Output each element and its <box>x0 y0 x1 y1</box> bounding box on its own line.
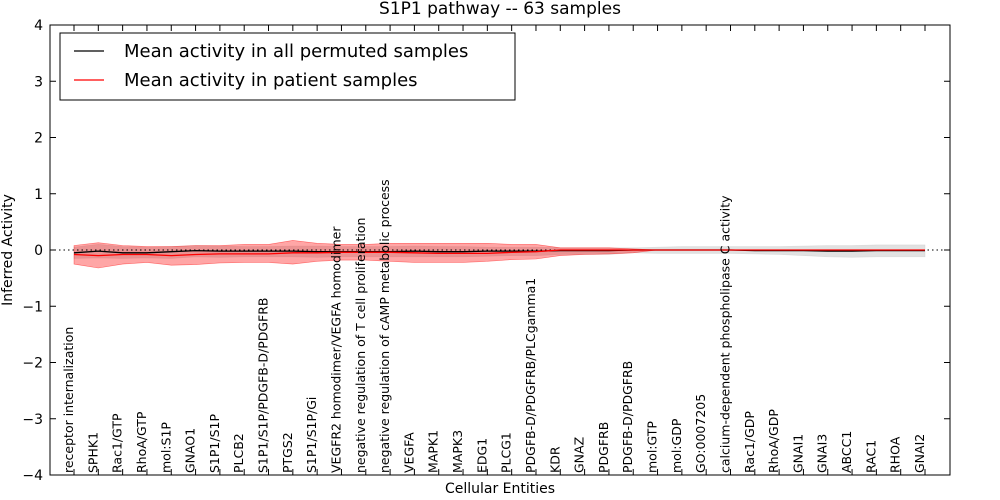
x-tick-label: KDR <box>547 446 562 473</box>
x-tick-label: mol:GDP <box>669 418 684 473</box>
x-tick-label: PLCG1 <box>499 432 514 473</box>
x-axis-label: Cellular Entities <box>445 481 555 497</box>
y-tick-label: 0 <box>34 243 43 259</box>
x-tick-label: PDGFB-D/PDGFRB <box>620 361 635 473</box>
x-tick-label: EDG1 <box>474 438 489 473</box>
x-tick-label: ABCC1 <box>839 431 854 473</box>
y-tick-label: −3 <box>22 412 43 428</box>
x-tick-label: S1P1/S1P/Gi <box>304 397 319 473</box>
x-tick-label: receptor internalization <box>61 327 76 473</box>
x-tick-label: SPHK1 <box>85 432 100 473</box>
y-tick-label: 3 <box>34 74 43 90</box>
plot-frame <box>49 24 951 476</box>
x-tick-label: PLCB2 <box>231 433 246 473</box>
x-tick-label: RhoA/GDP <box>766 409 781 473</box>
y-tick-label: 1 <box>34 187 43 203</box>
x-tick-label: PTGS2 <box>280 432 295 473</box>
x-tick-label: VEGFA <box>401 432 416 473</box>
x-tick-label: VEGFR2 homodimer/VEGFA homodimer <box>329 226 344 473</box>
plot-area: −4 −3 −2 −1 0 1 2 3 4 receptor internalization SPH… <box>22 18 950 484</box>
chart-title: S1P1 pathway -- 63 samples <box>379 0 621 19</box>
x-tick-label: PDGFB-D/PDGFRB/PLCgamma1 <box>523 278 538 473</box>
legend: Mean activity in all permuted samples Me… <box>59 32 516 101</box>
x-tick-label: mol:S1P <box>158 422 173 473</box>
legend-box <box>59 32 516 101</box>
x-tick-label: GNAI3 <box>815 434 830 473</box>
y-tick-label: −2 <box>22 356 43 372</box>
x-tick-label: GNAI2 <box>912 434 927 473</box>
x-tick-label: GNAO1 <box>183 428 198 473</box>
x-tick-label: mol:GTP <box>645 421 660 473</box>
x-tick-label: RAC1 <box>863 440 878 473</box>
x-tick-label: GO:0007205 <box>693 394 708 473</box>
y-tick-label: −1 <box>22 299 43 315</box>
legend-label-patient: Mean activity in patient samples <box>124 70 418 91</box>
y-tick-label: 4 <box>34 18 43 34</box>
x-tick-label: calcium-dependent phospholipase C activi… <box>718 195 733 473</box>
x-tick-label: MAPK1 <box>426 430 441 473</box>
line-series-1 <box>73 249 925 257</box>
x-tick-label: S1P1/S1P <box>207 414 222 473</box>
x-tick-label: RhoA/GTP <box>134 411 149 473</box>
y-axis-label: Inferred Activity <box>0 194 16 306</box>
x-tick-label: Rac1/GTP <box>110 413 125 473</box>
x-tick-label: RHOA <box>888 436 903 473</box>
x-tick-label: MAPK3 <box>450 430 465 473</box>
y-tick-label: 2 <box>34 131 43 147</box>
x-tick-label: GNAI1 <box>790 434 805 473</box>
x-tick-label: Rac1/GDP <box>742 411 757 473</box>
x-tick-label: PDGFRB <box>596 422 611 473</box>
x-tick-label: GNAZ <box>572 437 587 473</box>
y-tick-label: −4 <box>22 468 43 484</box>
legend-label-permuted: Mean activity in all permuted samples <box>124 41 468 62</box>
x-tick-label: S1P1/S1P/PDGFB-D/PDGFRB <box>256 298 271 474</box>
x-tick-label: negative regulation of T cell proliferat… <box>353 218 368 473</box>
x-tick-label: negative regulation of cAMP metabolic pr… <box>377 179 392 473</box>
